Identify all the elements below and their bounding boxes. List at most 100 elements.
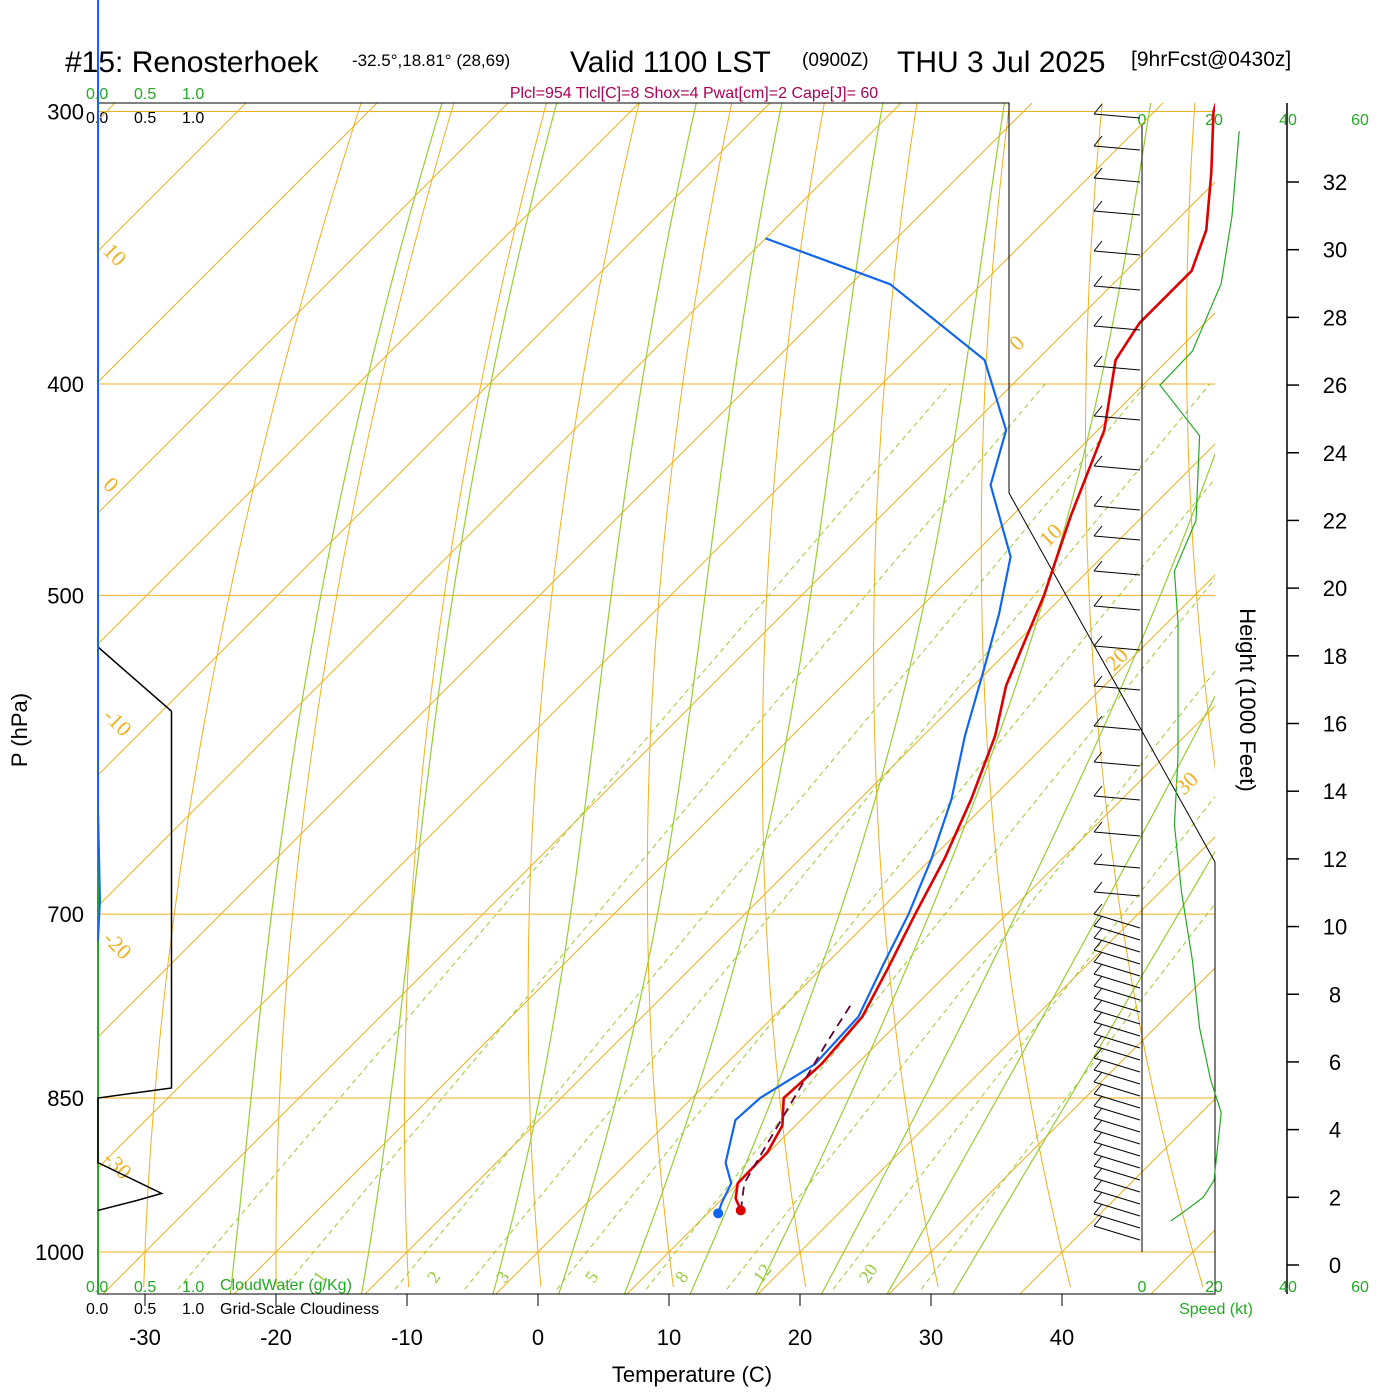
cloud-panel bbox=[97, 0, 173, 1212]
wind-barb bbox=[1093, 675, 1141, 691]
wind-barb-flag bbox=[1093, 987, 1103, 999]
wind-barb bbox=[1093, 915, 1141, 941]
wind-barb-staff bbox=[1093, 1189, 1141, 1205]
isotherm-line bbox=[98, 103, 771, 776]
mixing-ratio-line bbox=[645, 577, 1215, 1290]
cloudwater-tick-bottom: 1.0 bbox=[182, 1279, 204, 1296]
temperature-tick-label: 40 bbox=[1050, 1325, 1074, 1350]
isotherm-line bbox=[757, 836, 1215, 1294]
temperature-tick-label: 10 bbox=[657, 1325, 681, 1350]
moist-adiabat-line bbox=[689, 103, 1006, 1294]
station-title: #15: Renosterhoek bbox=[65, 46, 320, 79]
dry-adiabat-label: 30 bbox=[1170, 766, 1203, 799]
wind-barb-staff bbox=[1093, 605, 1141, 611]
wind-barb-staff bbox=[1093, 891, 1141, 897]
wind-barb-flag bbox=[1093, 785, 1103, 797]
isotherm-line bbox=[98, 103, 378, 383]
dry-adiabat-line bbox=[980, 103, 1071, 1288]
mixing-ratio-line bbox=[832, 795, 1215, 1290]
wind-barb-staff bbox=[1093, 1201, 1141, 1217]
height-tick-label: 20 bbox=[1323, 576, 1347, 601]
cloudiness-tick-top: 0.5 bbox=[134, 110, 156, 127]
pressure-tick-label: 400 bbox=[47, 372, 84, 397]
wind-barb-staff bbox=[1093, 1117, 1141, 1133]
wind-barb-flag bbox=[1093, 951, 1103, 963]
wind-barb-flag bbox=[1093, 455, 1103, 467]
wind-barb-staff bbox=[1093, 863, 1141, 869]
isotherm-line bbox=[364, 443, 1215, 1294]
height-tick-label: 22 bbox=[1323, 508, 1347, 533]
wind-barb-flag bbox=[1093, 927, 1103, 939]
wind-barb bbox=[1093, 455, 1141, 471]
speed-tick-top: 60 bbox=[1351, 112, 1369, 129]
wind-barb-staff bbox=[1093, 250, 1141, 256]
pressure-tick-label: 500 bbox=[47, 583, 84, 608]
wind-barb bbox=[1093, 927, 1141, 953]
moist-adiabat-line bbox=[623, 103, 884, 1294]
speed-tick-bottom: 60 bbox=[1351, 1279, 1369, 1296]
isotherm-line bbox=[98, 103, 902, 907]
wind-barb-staff bbox=[1093, 831, 1141, 837]
isotherm-line bbox=[626, 705, 1215, 1294]
wind-barb-staff bbox=[1093, 725, 1141, 731]
wind-barb-flag bbox=[1093, 103, 1103, 115]
wind-barb bbox=[1093, 1203, 1141, 1229]
wind-barb-flag bbox=[1093, 1047, 1103, 1059]
wind-barb-flag bbox=[1093, 881, 1103, 893]
wind-barb-flag bbox=[1093, 1071, 1103, 1083]
mixing-ratio-line bbox=[464, 383, 1211, 1290]
wind-barb-staff bbox=[1093, 1129, 1141, 1145]
valid-date: THU 3 Jul 2025 bbox=[897, 46, 1105, 79]
speed-tick-bottom: 0 bbox=[1138, 1279, 1147, 1296]
isotherm-line bbox=[888, 967, 1215, 1294]
wind-barb-flag bbox=[1093, 975, 1103, 987]
wind-barb bbox=[1093, 525, 1141, 541]
speed-tick-bottom: 20 bbox=[1205, 1279, 1223, 1296]
wind-barb bbox=[1093, 1155, 1141, 1181]
wind-barb-flag bbox=[1093, 715, 1103, 727]
wind-barb-staff bbox=[1093, 365, 1141, 371]
wind-barb-staff bbox=[1093, 1033, 1141, 1049]
pressure-tick-label: 300 bbox=[47, 99, 84, 124]
background-lines: 100-10-20-30 bbox=[98, 103, 1215, 1294]
wind-barb bbox=[1093, 315, 1141, 331]
wind-barb-flag bbox=[1093, 1119, 1103, 1131]
wind-barb-flag bbox=[1093, 1059, 1103, 1071]
wind-barb bbox=[1093, 751, 1141, 767]
wind-barb-flag bbox=[1093, 915, 1103, 927]
wind-barb-staff bbox=[1093, 113, 1141, 119]
wind-barb-flag bbox=[1093, 495, 1103, 507]
wind-barb-staff bbox=[1093, 285, 1141, 291]
wind-barb-staff bbox=[1093, 1153, 1141, 1169]
cloudwater-label: CloudWater (g/Kg) bbox=[220, 1277, 352, 1294]
zulu-time: (0900Z) bbox=[802, 50, 869, 71]
wind-barb bbox=[1093, 1047, 1141, 1073]
mixing-ratio-line bbox=[282, 383, 1046, 1290]
wind-barb bbox=[1093, 1215, 1141, 1241]
wind-barb-flag bbox=[1093, 821, 1103, 833]
wind-barb-staff bbox=[1093, 961, 1141, 977]
wind-barb-flag bbox=[1093, 1011, 1103, 1023]
indices-line: Plcl=954 Tlcl[C]=8 Shox=4 Pwat[cm]=2 Cap… bbox=[510, 85, 878, 102]
wind-barb-flag bbox=[1093, 1155, 1103, 1167]
dry-adiabat-line bbox=[646, 103, 733, 1288]
dewpoint-line bbox=[717, 237, 1012, 1214]
wind-barb bbox=[1093, 715, 1141, 731]
wind-barb bbox=[1093, 1023, 1141, 1049]
wind-barb bbox=[1093, 903, 1141, 929]
moist-adiabat-line bbox=[952, 850, 1215, 1294]
wind-barb bbox=[1093, 939, 1141, 965]
temperature-axis-title: Temperature (C) bbox=[612, 1362, 772, 1387]
wind-barb-staff bbox=[1093, 685, 1141, 691]
height-tick-label: 2 bbox=[1329, 1185, 1341, 1210]
wind-barb-flag bbox=[1093, 853, 1103, 865]
wind-barb-flag bbox=[1093, 1215, 1103, 1227]
moist-adiabat-line bbox=[229, 103, 443, 1294]
cloud-water-line bbox=[97, 0, 102, 941]
wind-barb-staff bbox=[1093, 570, 1141, 576]
isotherm-label: -20 bbox=[98, 926, 136, 964]
wind-barb-staff bbox=[1093, 1213, 1141, 1229]
speed-tick-top: 0 bbox=[1138, 112, 1147, 129]
height-tick-label: 16 bbox=[1323, 712, 1347, 737]
wind-barb-staff bbox=[1093, 645, 1141, 651]
